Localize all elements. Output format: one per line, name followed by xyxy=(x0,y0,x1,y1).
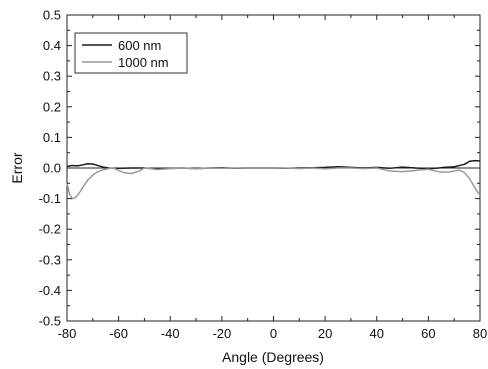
y-tick-label: -0.1 xyxy=(39,191,61,206)
y-axis-title: Error xyxy=(9,152,25,183)
x-axis-title: Angle (Degrees) xyxy=(222,349,324,365)
x-tick-label: 20 xyxy=(318,326,332,341)
y-tick-label: 0.0 xyxy=(43,161,61,176)
y-tick-label: 0.1 xyxy=(43,130,61,145)
y-tick-label: -0.2 xyxy=(39,222,61,237)
y-tick-label: 0.4 xyxy=(43,38,61,53)
legend-label-600-nm: 600 nm xyxy=(118,38,161,53)
x-tick-label: 40 xyxy=(370,326,384,341)
ticks-group xyxy=(66,14,481,322)
y-tick-label: -0.5 xyxy=(39,314,61,329)
x-tick-label: -20 xyxy=(212,326,231,341)
legend: 600 nm 1000 nm xyxy=(74,32,188,74)
y-tick-label: -0.4 xyxy=(39,283,61,298)
legend-label-1000-nm: 1000 nm xyxy=(118,55,169,70)
y-tick-label: 0.5 xyxy=(43,8,61,23)
legend-box xyxy=(74,32,188,74)
x-tick-label: -40 xyxy=(161,326,180,341)
x-tick-label: 60 xyxy=(421,326,435,341)
y-tick-label: 0.3 xyxy=(43,69,61,84)
y-tick-label: 0.2 xyxy=(43,99,61,114)
x-tick-label: 80 xyxy=(473,326,487,341)
x-tick-label: 0 xyxy=(270,326,277,341)
y-tick-label: -0.3 xyxy=(39,252,61,267)
series-group xyxy=(66,159,481,200)
series-line-1000-nm xyxy=(66,167,481,200)
tick-labels-group: -80 -60 -40 -20 0 20 40 60 80 -0.5 -0.4 -0.3 -0.2 -0.… xyxy=(39,8,488,342)
x-tick-label: -60 xyxy=(109,326,128,341)
x-tick-label: -80 xyxy=(58,326,77,341)
